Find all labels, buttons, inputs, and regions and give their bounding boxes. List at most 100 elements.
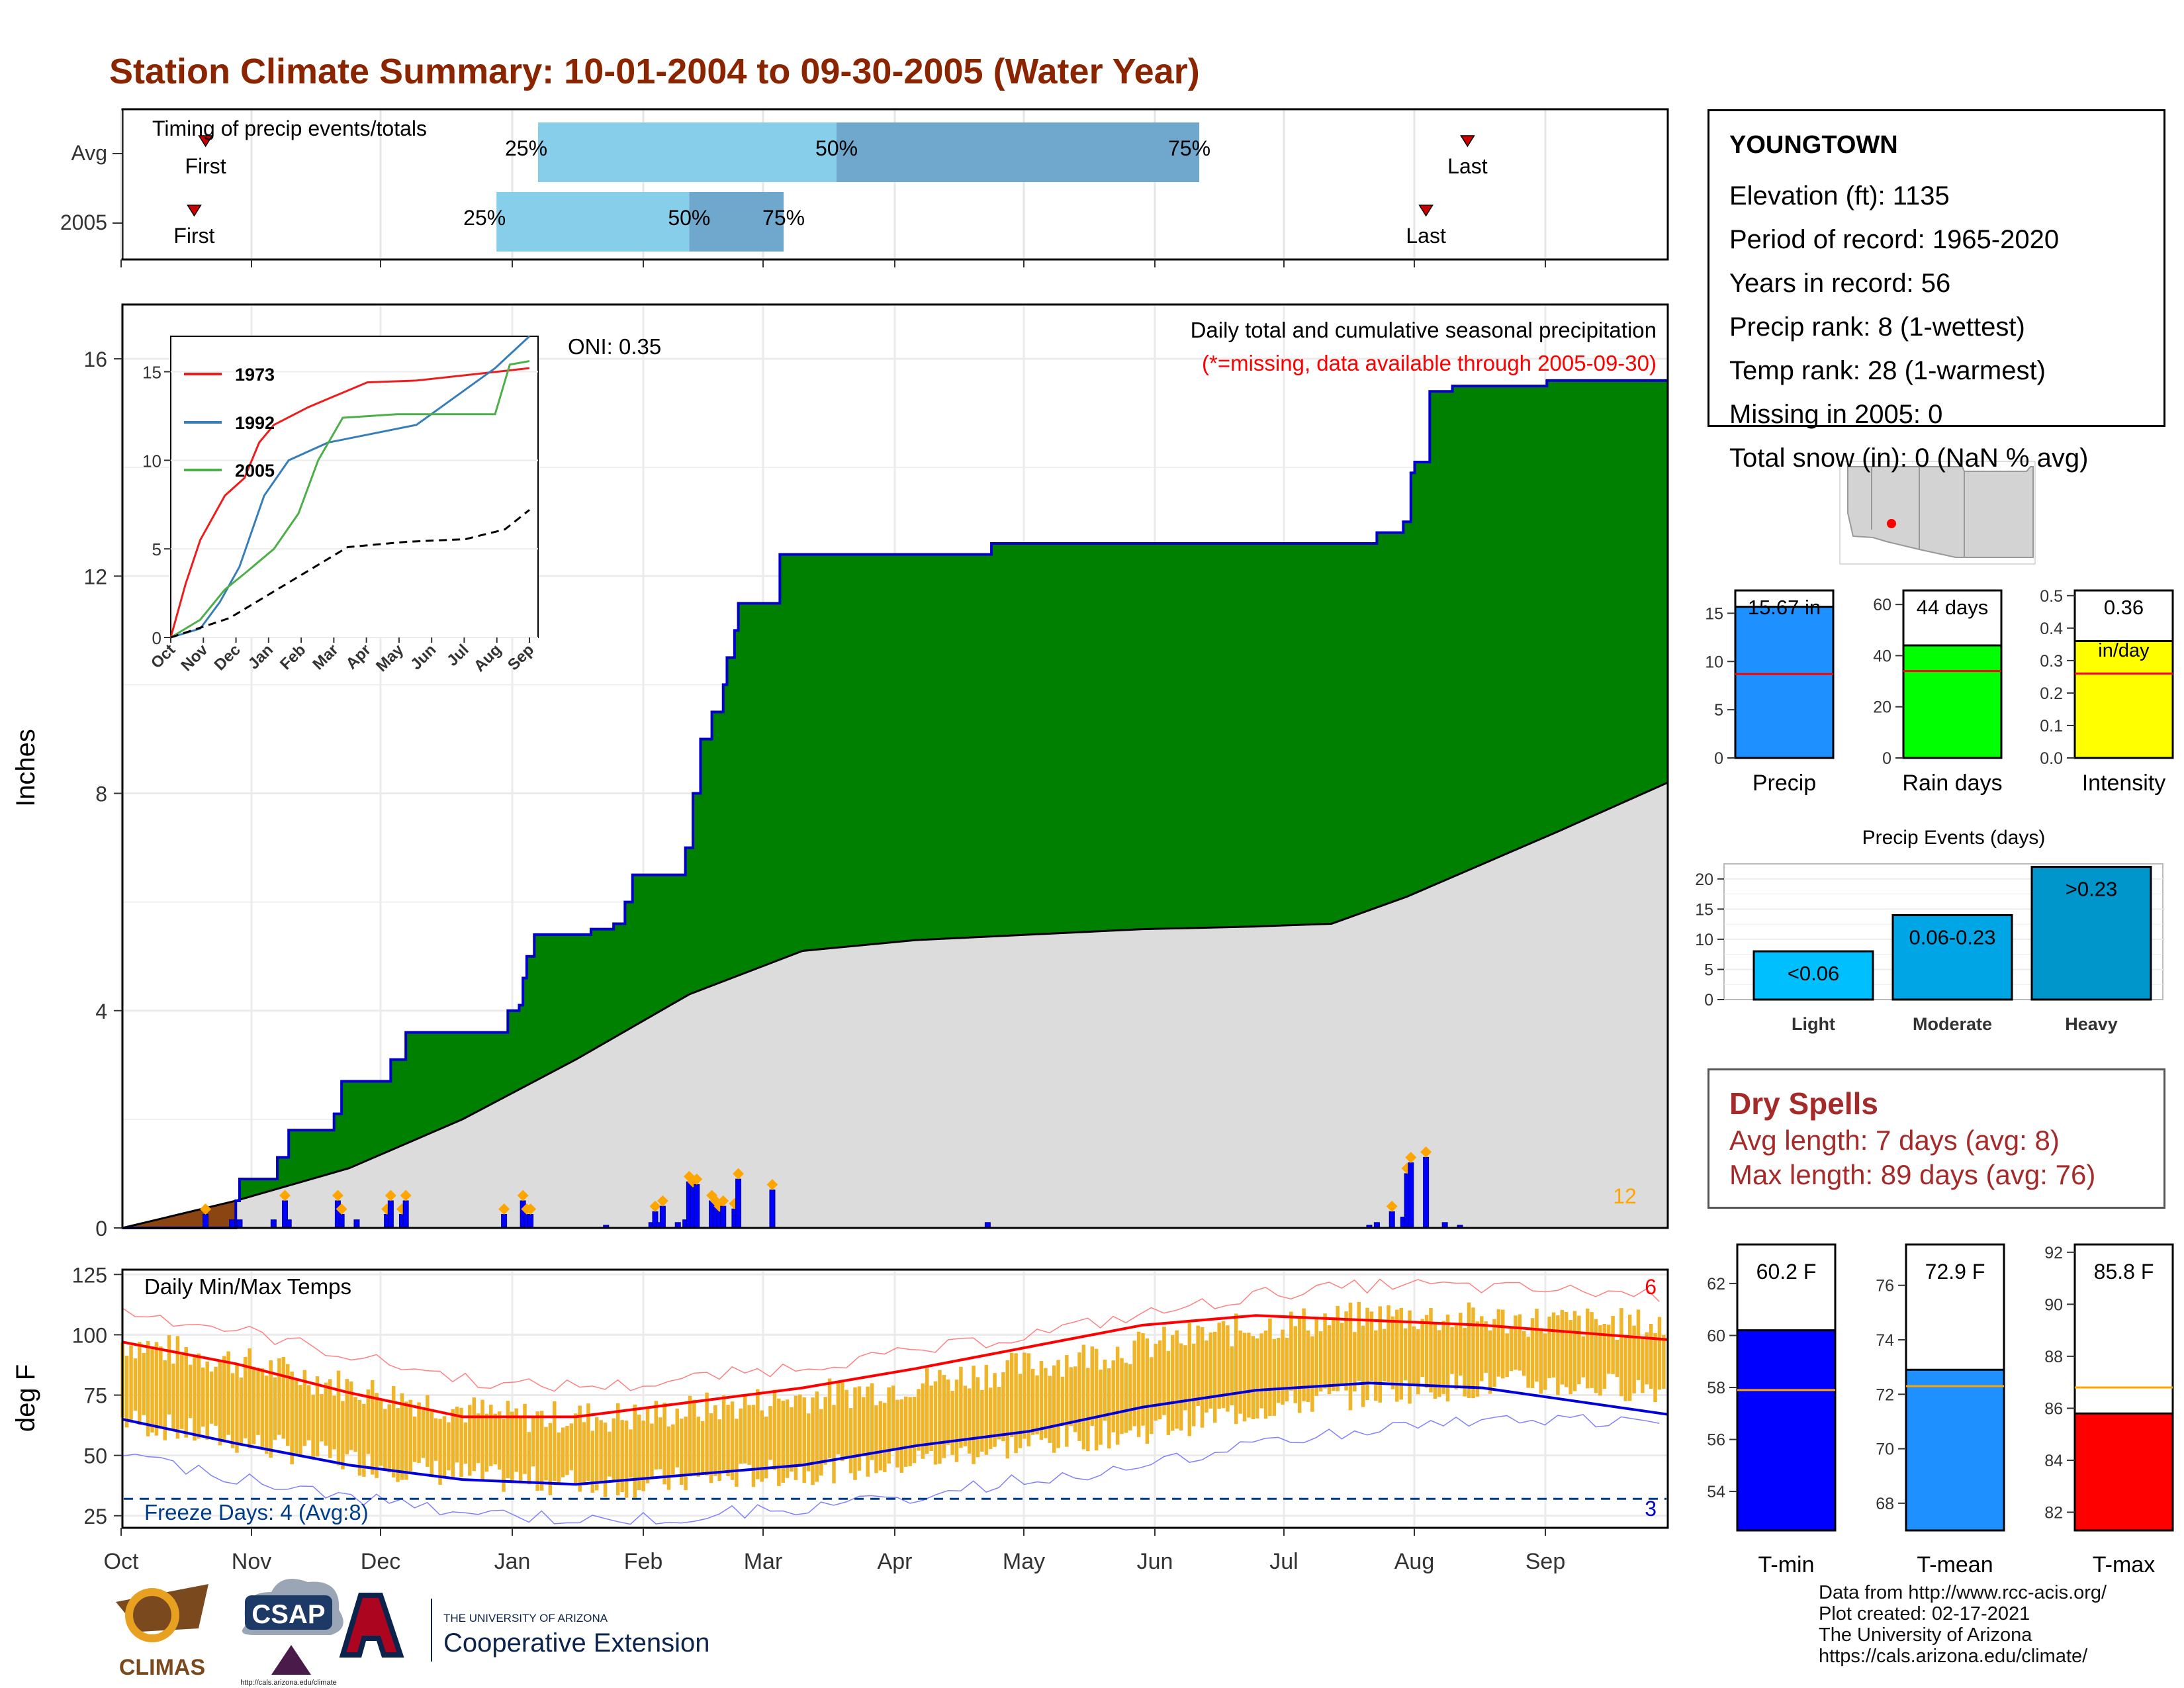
timing-pct-25: 25%: [463, 206, 506, 230]
daily-temp-range: [921, 1383, 925, 1459]
timing-bar-q25-q50: [537, 122, 837, 182]
daily-temp-range: [662, 1403, 666, 1485]
dry-spells-title: Dry Spells: [1729, 1086, 1878, 1121]
freeze-days-label: Freeze Days: 4 (Avg:8): [144, 1500, 369, 1524]
daily-temp-range: [451, 1409, 455, 1477]
daily-temp-range: [658, 1417, 662, 1470]
daily-temp-range: [942, 1375, 946, 1458]
station-years: Years in record: 56: [1729, 269, 1951, 298]
daily-temp-range: [302, 1370, 307, 1446]
daily-temp-range: [993, 1373, 997, 1447]
daily-temp-range: [878, 1401, 883, 1471]
daily-temp-range: [1480, 1316, 1484, 1382]
daily-temp-range: [781, 1400, 785, 1483]
daily-temp-range: [260, 1368, 265, 1448]
daily-temp-range: [1645, 1332, 1649, 1385]
daily-precip-bar: [270, 1219, 277, 1229]
daily-temp-range: [675, 1408, 680, 1468]
daily-temp-range: [1475, 1321, 1480, 1397]
daily-temp-range: [768, 1406, 772, 1460]
daily-temp-range: [1103, 1359, 1107, 1421]
inset-line-1973: [169, 367, 530, 638]
daily-temp-range: [1175, 1330, 1179, 1429]
heavy-event-marker: [1420, 1146, 1432, 1158]
daily-temp-range: [391, 1385, 396, 1478]
daily-temp-range: [1636, 1309, 1641, 1380]
inset-ytick-label: 0: [152, 628, 161, 648]
daily-temp-range: [146, 1340, 150, 1436]
daily-temp-range: [891, 1385, 895, 1451]
daily-temp-range: [138, 1342, 142, 1425]
daily-temp-range: [396, 1408, 400, 1482]
daily-temp-range: [1238, 1330, 1242, 1414]
daily-temp-range: [645, 1407, 650, 1483]
daily-temp-range: [1158, 1340, 1162, 1420]
daily-temp-range: [400, 1393, 404, 1480]
daily-temp-range: [239, 1378, 244, 1444]
station-temp-rank: Temp rank: 28 (1-warmest): [1729, 356, 2046, 385]
daily-temp-range: [290, 1371, 294, 1465]
daily-temp-range: [1039, 1361, 1044, 1440]
record-high-line: [122, 1278, 1660, 1392]
daily-precip-bar: [769, 1190, 776, 1229]
csap-url: http://cals.arizona.edu/climate: [240, 1679, 337, 1687]
daily-temp-range: [548, 1423, 553, 1495]
last-label: Last: [1406, 224, 1446, 248]
daily-temp-range: [933, 1381, 938, 1465]
daily-temp-range: [1348, 1302, 1353, 1411]
daily-temp-range: [806, 1413, 811, 1472]
daily-temp-range: [832, 1405, 836, 1483]
daily-temp-range: [214, 1366, 218, 1426]
daily-temp-range: [700, 1421, 705, 1473]
daily-temp-range: [1251, 1336, 1255, 1419]
daily-temp-range: [1205, 1340, 1208, 1413]
daily-temp-range: [1247, 1333, 1251, 1418]
temp-bar-ytick-label: 62: [1707, 1275, 1725, 1293]
daily-precip-bar: [236, 1219, 243, 1229]
mini-ytick-label: 0.5: [2040, 587, 2063, 606]
temp-bar-label-tmin: T-min: [1758, 1552, 1815, 1577]
daily-temp-range: [1522, 1331, 1526, 1376]
precip-count-label: 12: [1613, 1184, 1637, 1208]
daily-temp-range: [862, 1397, 866, 1454]
daily-temp-range: [972, 1366, 976, 1464]
daily-temp-range: [1551, 1312, 1556, 1378]
daily-temp-range: [209, 1371, 214, 1424]
daily-temp-range: [959, 1366, 963, 1448]
events-bar-light: [1752, 950, 1874, 1001]
daily-temp-range: [1132, 1340, 1136, 1427]
daily-temp-range: [404, 1401, 408, 1480]
locator-map: [1839, 461, 2036, 565]
daily-temp-range: [1086, 1368, 1090, 1452]
daily-temp-range: [1120, 1358, 1124, 1434]
daily-temp-range: [188, 1364, 193, 1419]
cumulative-2005-line: [122, 379, 1668, 1229]
month-tick-label: Jul: [1269, 1549, 1298, 1574]
daily-temp-range: [1632, 1325, 1636, 1393]
daily-temp-range: [1268, 1318, 1272, 1417]
daily-temp-range: [954, 1380, 959, 1462]
daily-temp-range: [387, 1404, 392, 1473]
daily-temp-range: [1382, 1329, 1387, 1382]
daily-temp-range: [383, 1409, 387, 1471]
station-snow: Total snow (in): 0 (NaN % avg): [1729, 444, 2089, 473]
mini-ytick-label: 40: [1873, 647, 1891, 665]
daily-precip-bar: [659, 1205, 666, 1229]
daily-temp-range: [1090, 1346, 1094, 1427]
station-elevation: Elevation (ft): 1135: [1729, 181, 1950, 211]
footer-org: The University of Arizona: [1819, 1624, 2032, 1646]
events-ytick-label: 15: [1695, 900, 1713, 919]
daily-temp-range: [544, 1427, 548, 1481]
mini-ytick-label: 0: [1882, 749, 1891, 768]
daily-temp-range: [1018, 1374, 1023, 1448]
mini-ytick-label: 15: [1705, 604, 1723, 623]
mini-bar-label-intensity: Intensity: [2082, 771, 2166, 796]
events-ytick-label: 5: [1704, 961, 1713, 979]
daily-temp-range: [603, 1422, 608, 1497]
daily-temp-range: [1150, 1357, 1154, 1434]
daily-temp-range: [433, 1418, 438, 1461]
daily-temp-range: [129, 1345, 133, 1421]
daily-temp-range: [1340, 1323, 1344, 1387]
daily-temp-range: [332, 1395, 336, 1450]
station-precip-rank: Precip rank: 8 (1-wettest): [1729, 312, 2025, 342]
